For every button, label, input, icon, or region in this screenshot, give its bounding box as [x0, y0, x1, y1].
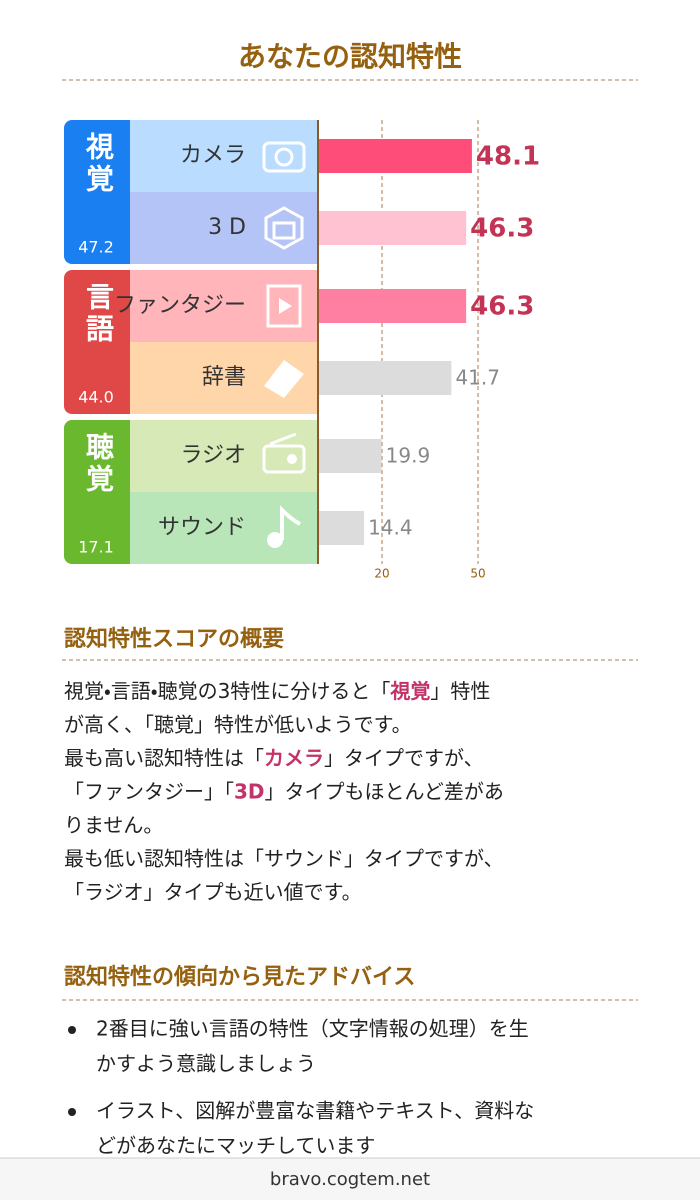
icon: [264, 360, 304, 398]
text-run: 「ラジオ」タイプも近い値です。: [64, 880, 362, 904]
icon: [280, 505, 301, 540]
list-line: 2番目に強い言語の特性（文字情報の処理）を生: [96, 1017, 529, 1041]
group: 聴覚 17.1 ラジオ 19.9 サウンド 14.4: [64, 420, 430, 564]
category-name: ラジオ: [180, 443, 246, 468]
text-run: 」特性: [430, 679, 490, 703]
icon: [264, 206, 304, 250]
group-score: 17.1: [78, 538, 114, 557]
body-line: 「ラジオ」タイプも近い値です。: [64, 880, 362, 904]
group: 言語 44.0 ファンタジー 46.3 辞書 41.7: [64, 270, 534, 414]
icon: [262, 141, 306, 173]
group-score: 44.0: [78, 388, 114, 407]
x-tick-label: 20: [374, 567, 389, 581]
group-name: 言語: [82, 282, 115, 346]
category-tile: [130, 492, 318, 564]
section-heading: 認知特性の傾向から見たアドバイス: [64, 964, 415, 990]
emphasis: 3D: [234, 779, 265, 803]
footer-bar: [0, 1158, 700, 1200]
body-line: が高く、「聴覚」特性が低いようです。: [64, 712, 412, 736]
x-tick-label: 50: [470, 567, 485, 581]
text-run: りません。: [64, 813, 163, 837]
icon: [274, 147, 294, 167]
text-run: 視覚・言語・聴覚の3特性に分けると「: [64, 679, 390, 703]
group-tile: [64, 270, 144, 414]
category-name: ファンタジー: [114, 293, 246, 318]
group-score: 47.2: [78, 238, 114, 257]
category-tile: [130, 192, 318, 264]
group-name: 聴覚: [82, 432, 115, 496]
group-tile: [64, 120, 144, 264]
list-line: イラスト、図解が豊富な書籍やテキスト、資料な: [96, 1099, 534, 1123]
icon: [266, 284, 302, 328]
group: 視覚 47.2 カメラ 48.1 3 D 46.3: [64, 120, 540, 264]
body-line: 最も低い認知特性は「サウンド」タイプですが、: [64, 846, 504, 870]
value-label: 48.1: [476, 142, 540, 172]
value-label: 19.9: [386, 444, 431, 468]
category-tile: [130, 420, 318, 492]
bar: [318, 211, 467, 245]
text-run: 」タイプですが、: [324, 746, 484, 770]
footer-url[interactable]: bravo.cogtem.net: [270, 1169, 430, 1190]
bullet: [68, 1026, 76, 1034]
value-label: 46.3: [470, 214, 534, 244]
icon: [267, 532, 283, 548]
text-run: が高く、「聴覚」特性が低いようです。: [64, 712, 412, 736]
bullet: [68, 1108, 76, 1116]
emphasis: カメラ: [264, 746, 324, 770]
group-name: 視覚: [82, 132, 115, 196]
emphasis: 視覚: [389, 679, 430, 703]
bar: [318, 439, 382, 473]
category-name: 辞書: [202, 365, 246, 390]
icon: [262, 444, 306, 474]
body-line: 「ファンタジー」「3D」タイプもほとんど差があ: [64, 779, 504, 803]
icon: [287, 454, 297, 464]
bar: [318, 139, 472, 173]
category-name: サウンド: [158, 515, 246, 540]
list-line: かすよう意識しましょう: [96, 1052, 316, 1076]
group-tile: [64, 420, 144, 564]
category-name: カメラ: [180, 143, 246, 168]
text-run: 最も高い認知特性は「: [64, 746, 264, 770]
body-line: 視覚・言語・聴覚の3特性に分けると「視覚」特性: [64, 679, 490, 703]
list-line: どがあなたにマッチしています: [96, 1134, 375, 1158]
bar: [318, 289, 467, 323]
section-heading: 認知特性スコアの概要: [64, 626, 284, 652]
page-title: あなたの認知特性: [238, 40, 462, 73]
text-run: 最も低い認知特性は「サウンド」タイプですが、: [64, 846, 504, 870]
icon: [269, 432, 297, 446]
category-name: 3 D: [208, 215, 246, 240]
bar: [318, 511, 365, 545]
icon: [279, 298, 292, 314]
value-label: 46.3: [470, 292, 534, 322]
value-label: 41.7: [455, 366, 500, 390]
value-label: 14.4: [368, 516, 413, 540]
text-run: 」タイプもほとんど差があ: [265, 779, 504, 803]
body-line: りません。: [64, 813, 163, 837]
text-run: 「ファンタジー」「: [64, 779, 234, 803]
bar: [318, 361, 452, 395]
category-tile: [130, 120, 318, 192]
body-line: 最も高い認知特性は「カメラ」タイプですが、: [64, 746, 484, 770]
